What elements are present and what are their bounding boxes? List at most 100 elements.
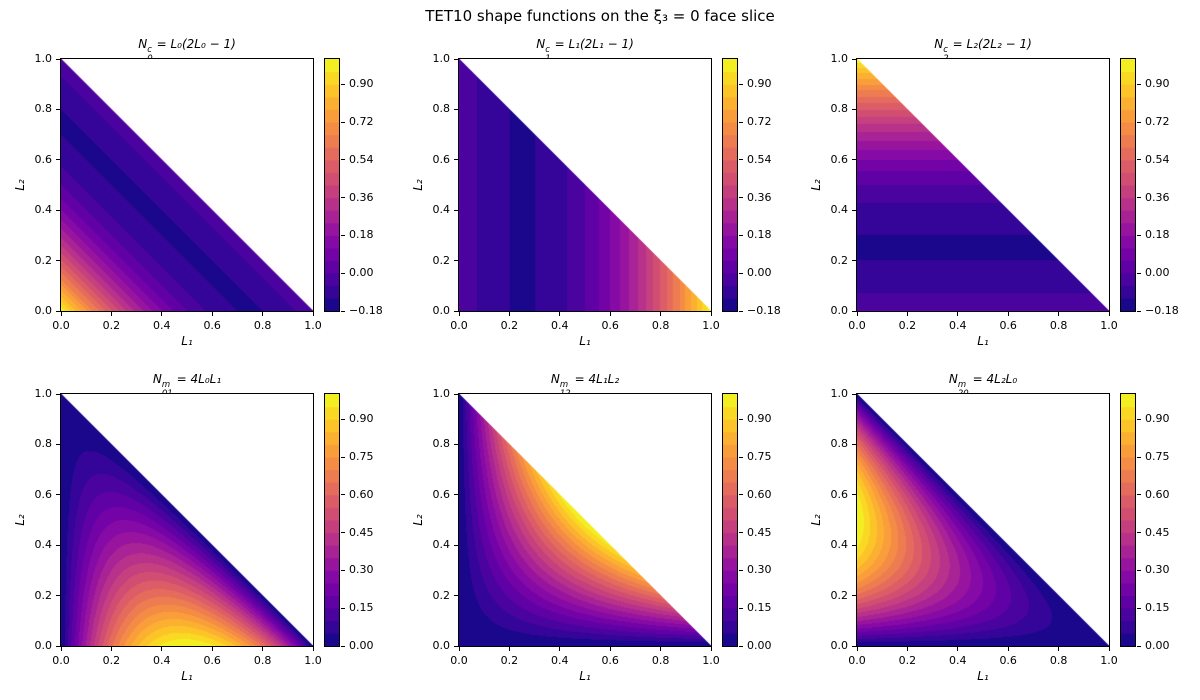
subplot-row-1: Nc0= L₀(2L₀ − 1) L₂ 0.00.20.40.60.81.0 0… xyxy=(0,34,1200,364)
tick-label: 0.4 xyxy=(34,538,53,552)
tick-label: 0.90 xyxy=(747,412,772,426)
x-tick-label: 0.6 xyxy=(999,654,1017,667)
tick-label: 0.00 xyxy=(747,266,772,280)
tick-mark xyxy=(454,494,458,496)
tick-label: 1.0 xyxy=(34,387,53,400)
x-tick-label: 0.0 xyxy=(52,319,70,332)
tick-mark xyxy=(1137,121,1141,123)
tick-mark xyxy=(739,234,743,236)
y-axis-ticks: 0.0 0.2 0.4 0.6 0.8 1.0 xyxy=(408,52,458,317)
subplot-title: Nc2= L₂(2L₂ − 1) xyxy=(856,34,1110,63)
tick-mark xyxy=(454,58,458,60)
x-tick-label: 0.0 xyxy=(848,319,866,332)
x-tick-label: 0.0 xyxy=(52,654,70,667)
tick-mark xyxy=(1137,494,1141,496)
tick-mark xyxy=(957,312,959,316)
tick-mark xyxy=(739,607,743,609)
colorbar-ticks: 0.90 0.75 0.60 0.45 0.30 0.15 0.00 xyxy=(341,394,382,652)
tick-label: 0.30 xyxy=(1145,563,1170,577)
x-axis-ticks: 0.0 0.2 0.4 0.6 0.8 1.0 xyxy=(848,312,1118,334)
tick-label: 0.2 xyxy=(830,253,849,267)
contour-plot-canvas xyxy=(458,58,712,312)
title-formula: = 4L₂L₀ xyxy=(972,372,1018,386)
colorbar-ticks: 0.90 0.72 0.54 0.36 0.18 0.00 −0.18 xyxy=(341,59,383,317)
tick-mark xyxy=(262,312,264,316)
tick-mark xyxy=(852,58,856,60)
tick-label: 0.60 xyxy=(747,487,772,501)
tick-mark xyxy=(609,312,611,316)
tick-label: 0.8 xyxy=(830,102,849,116)
tick-mark xyxy=(739,121,743,123)
tick-mark xyxy=(852,393,856,395)
tick-label: 0.4 xyxy=(34,203,53,217)
tick-label: 0.00 xyxy=(1145,639,1170,652)
colorbar-ticks: 0.90 0.75 0.60 0.45 0.30 0.15 0.00 xyxy=(739,394,780,652)
y-axis-ticks: 0.0 0.2 0.4 0.6 0.8 1.0 xyxy=(806,52,856,317)
title-superscript: m xyxy=(161,380,171,390)
x-axis-ticks: 0.0 0.2 0.4 0.6 0.8 1.0 xyxy=(450,647,720,669)
tick-mark xyxy=(559,647,561,651)
title-variable: N xyxy=(934,37,944,51)
tick-mark xyxy=(1007,647,1009,651)
tick-mark xyxy=(1137,418,1141,420)
title-superscript: m xyxy=(957,380,967,390)
x-tick-label: 0.6 xyxy=(601,319,619,332)
tick-mark xyxy=(56,310,60,312)
tick-mark xyxy=(341,83,345,85)
tick-mark xyxy=(1137,197,1141,199)
tick-label: 0.4 xyxy=(830,203,849,217)
tick-mark xyxy=(341,418,345,420)
tick-label: 0.2 xyxy=(432,253,451,267)
tick-mark xyxy=(906,312,908,316)
tick-label: 0.18 xyxy=(349,228,374,242)
tick-mark xyxy=(1137,310,1141,312)
tick-label: 0.2 xyxy=(432,588,451,602)
x-tick-label: 0.2 xyxy=(500,654,519,667)
tick-mark xyxy=(211,312,213,316)
x-tick-label: 0.4 xyxy=(551,319,569,332)
tick-label: 0.15 xyxy=(349,601,374,615)
subplot-n12m: Nm12= 4L₁L₂ L₂ 0.00.20.40.60.81.0 0.00.2… xyxy=(408,369,780,699)
x-tick-label: 1.0 xyxy=(304,319,322,332)
tick-label: 0.54 xyxy=(349,152,374,166)
tick-mark xyxy=(341,197,345,199)
tick-label: 0.15 xyxy=(747,601,772,615)
x-axis-label: L₁ xyxy=(181,669,193,683)
title-variable: N xyxy=(138,37,148,51)
title-superscript: c xyxy=(943,45,948,55)
tick-label: 0.60 xyxy=(1145,487,1170,501)
tick-mark xyxy=(454,159,458,161)
title-superscript: c xyxy=(147,45,152,55)
tick-label: 0.6 xyxy=(34,487,53,501)
title-variable: N xyxy=(550,372,560,386)
x-axis-ticks: 0.0 0.2 0.4 0.6 0.8 1.0 xyxy=(52,312,322,334)
x-tick-label: 0.2 xyxy=(102,319,121,332)
tick-mark xyxy=(454,544,458,546)
tick-mark xyxy=(454,645,458,647)
tick-label: 1.0 xyxy=(830,387,849,400)
tick-label: 0.0 xyxy=(432,639,451,652)
tick-mark xyxy=(739,310,743,312)
tick-mark xyxy=(454,260,458,262)
tick-mark xyxy=(56,58,60,60)
tick-label: 1.0 xyxy=(830,52,849,65)
tick-mark xyxy=(1058,312,1060,316)
title-superscript: c xyxy=(545,45,550,55)
x-axis-ticks: 0.0 0.2 0.4 0.6 0.8 1.0 xyxy=(848,647,1118,669)
x-tick-label: 0.2 xyxy=(102,654,121,667)
tick-mark xyxy=(312,647,314,651)
y-axis-ticks: 0.0 0.2 0.4 0.6 0.8 1.0 xyxy=(806,387,856,652)
tick-label: 1.0 xyxy=(432,387,451,400)
tick-label: 0.72 xyxy=(349,115,374,128)
colorbar-canvas xyxy=(324,58,340,312)
tick-mark xyxy=(1108,647,1110,651)
figure-title: TET10 shape functions on the ξ₃ = 0 face… xyxy=(425,7,775,25)
tick-label: 1.0 xyxy=(34,52,53,65)
x-tick-label: 0.8 xyxy=(651,654,670,667)
tick-label: 0.6 xyxy=(432,487,451,501)
tick-mark xyxy=(508,312,510,316)
tick-mark xyxy=(1137,645,1141,647)
tick-mark xyxy=(1137,159,1141,161)
colorbar-canvas xyxy=(722,58,738,312)
